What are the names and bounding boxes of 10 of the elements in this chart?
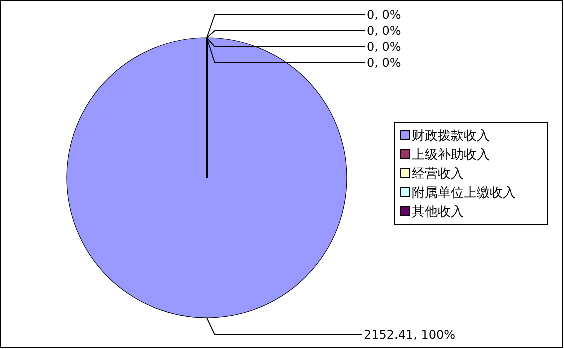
text: 0, 0% — [367, 24, 402, 38]
legend-label: 财政拨款收入 — [412, 129, 490, 144]
legend-label: 上级补助收入 — [412, 148, 490, 163]
data-label: 2152.41, 100% — [364, 328, 456, 342]
legend-label: 其他收入 — [412, 205, 464, 220]
text: 0, 0% — [367, 8, 402, 22]
text: 0, 0% — [367, 40, 402, 54]
legend-label: 经营收入 — [412, 167, 464, 182]
legend-label: 附属单位上缴收入 — [412, 186, 516, 201]
text: 0, 0% — [367, 56, 402, 70]
